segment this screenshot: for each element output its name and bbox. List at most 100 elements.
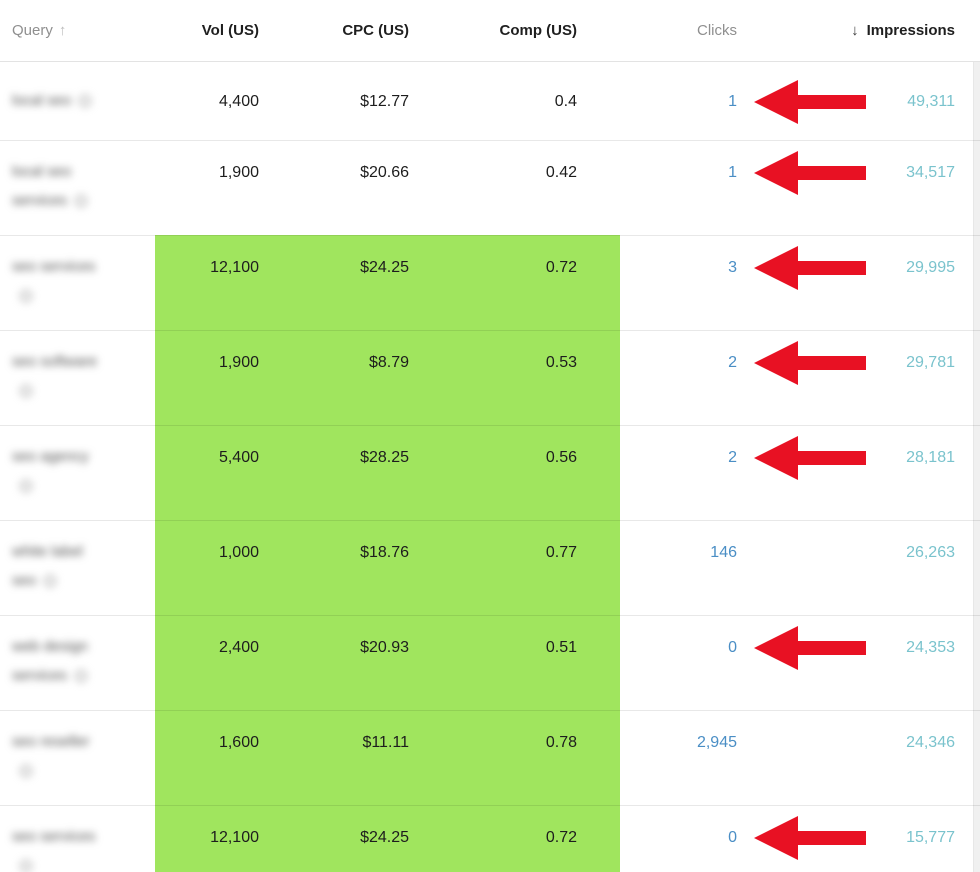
query-cell: seo reseller [0,711,155,805]
column-header-cpc-label: CPC (US) [342,22,409,39]
info-icon[interactable] [79,95,92,108]
comp-cell: 0.77 [545,544,577,561]
table-row[interactable]: seo services 12,100 $24.25 0.72 0 15,777 [0,805,980,872]
column-header-impressions[interactable]: ↓ Impressions [743,22,980,39]
vol-cell: 4,400 [218,93,259,110]
cpc-cell: $20.93 [360,639,409,656]
column-header-comp[interactable]: Comp (US) [415,22,583,39]
info-icon[interactable] [20,860,32,872]
cpc-cell: $28.25 [360,449,409,466]
table-row[interactable]: seo agency 5,400 $28.25 0.56 2 28,181 [0,425,980,520]
info-icon[interactable] [75,195,88,208]
sort-desc-icon[interactable]: ↓ [851,22,859,39]
comp-cell: 0.72 [545,259,577,276]
vol-cell: 12,100 [210,259,259,276]
info-icon[interactable] [20,765,32,778]
query-text-blurred-line2 [12,285,151,307]
query-text-blurred: seo services [12,828,96,845]
query-text-blurred: seo reseller [12,733,90,750]
clicks-value[interactable]: 2 [728,354,737,371]
query-cell: local seo services [0,141,155,235]
vol-cell: 1,900 [218,164,259,181]
comp-cell: 0.72 [545,829,577,846]
clicks-value[interactable]: 0 [728,829,737,846]
table-header-row: Query ↑ Vol (US) CPC (US) Comp (US) Click… [0,0,980,62]
comp-cell: 0.42 [545,164,577,181]
clicks-value[interactable]: 2 [728,449,737,466]
info-icon[interactable] [44,575,57,588]
query-cell: white label seo [0,521,155,615]
query-text-blurred: seo services [12,258,96,275]
vol-cell: 12,100 [210,829,259,846]
query-text-blurred: local seo [12,163,72,180]
query-text-blurred-line2: seo [12,570,151,592]
vol-cell: 1,900 [218,354,259,371]
query-cell: seo agency [0,426,155,520]
column-header-clicks[interactable]: Clicks [583,22,743,39]
cpc-cell: $24.25 [360,829,409,846]
column-header-impressions-label: Impressions [866,22,955,39]
query-text-blurred: seo software [12,353,98,370]
scrollbar-track[interactable] [973,62,980,872]
info-icon[interactable] [75,670,88,683]
cpc-cell: $20.66 [360,164,409,181]
comp-cell: 0.4 [554,93,577,110]
query-text-blurred: web design [12,638,88,655]
impressions-value: 15,777 [906,829,955,846]
table-row[interactable]: local seo 4,400 $12.77 0.4 1 49,311 [0,62,980,140]
table-row[interactable]: local seo services 1,900 $20.66 0.42 1 34,517 [0,140,980,235]
info-icon[interactable] [20,385,32,398]
cpc-cell: $11.11 [362,734,409,751]
impressions-value: 29,781 [906,354,955,371]
query-cell: seo services [0,806,155,872]
info-icon[interactable] [20,290,32,303]
impressions-value: 49,311 [907,93,955,110]
table-row[interactable]: white label seo 1,000 $18.76 0.77 146 26,263 [0,520,980,615]
query-cell: web design services [0,616,155,710]
table-row[interactable]: seo software 1,900 $8.79 0.53 2 29,781 [0,330,980,425]
query-text-blurred: seo agency [12,448,89,465]
comp-cell: 0.56 [545,449,577,466]
impressions-value: 24,346 [906,734,955,751]
table-row[interactable]: seo reseller 1,600 $11.11 0.78 2,945 24,346 [0,710,980,805]
green-highlight-band [155,235,620,872]
clicks-value[interactable]: 1 [728,93,737,110]
sort-asc-icon[interactable]: ↑ [58,22,67,39]
column-header-query[interactable]: Query ↑ [0,22,155,39]
clicks-value[interactable]: 0 [728,639,737,656]
query-text-blurred: local seo [12,90,151,112]
query-text-blurred-line2 [12,855,151,872]
column-header-vol[interactable]: Vol (US) [155,22,265,39]
vol-cell: 1,600 [218,734,259,751]
table-body: local seo 4,400 $12.77 0.4 1 49,311 local seo s… [0,62,980,872]
query-text-blurred: white label [12,543,83,560]
impressions-value: 34,517 [906,164,955,181]
clicks-value[interactable]: 146 [710,544,737,561]
clicks-value[interactable]: 2,945 [696,734,737,751]
query-cell: seo services [0,236,155,330]
impressions-value: 28,181 [906,449,955,466]
comp-cell: 0.51 [545,639,577,656]
cpc-cell: $12.77 [360,93,409,110]
column-header-cpc[interactable]: CPC (US) [265,22,415,39]
impressions-value: 26,263 [906,544,955,561]
column-header-vol-label: Vol (US) [201,22,259,39]
info-icon[interactable] [20,480,32,493]
clicks-value[interactable]: 1 [728,164,737,181]
table-row[interactable]: web design services 2,400 $20.93 0.51 0 24,353 [0,615,980,710]
query-text-blurred-line2 [12,475,151,497]
comp-cell: 0.53 [545,354,577,371]
vol-cell: 2,400 [218,639,259,656]
vol-cell: 1,000 [218,544,259,561]
clicks-value[interactable]: 3 [728,259,737,276]
impressions-value: 29,995 [906,259,955,276]
table-row[interactable]: seo services 12,100 $24.25 0.72 3 29,995 [0,235,980,330]
column-header-clicks-label: Clicks [697,22,737,39]
query-text-blurred-line2: services [12,190,151,212]
query-text-blurred-line2 [12,380,151,402]
column-header-comp-label: Comp (US) [499,22,578,39]
query-text-blurred-line2: services [12,665,151,687]
vol-cell: 5,400 [218,449,259,466]
impressions-value: 24,353 [906,639,955,656]
